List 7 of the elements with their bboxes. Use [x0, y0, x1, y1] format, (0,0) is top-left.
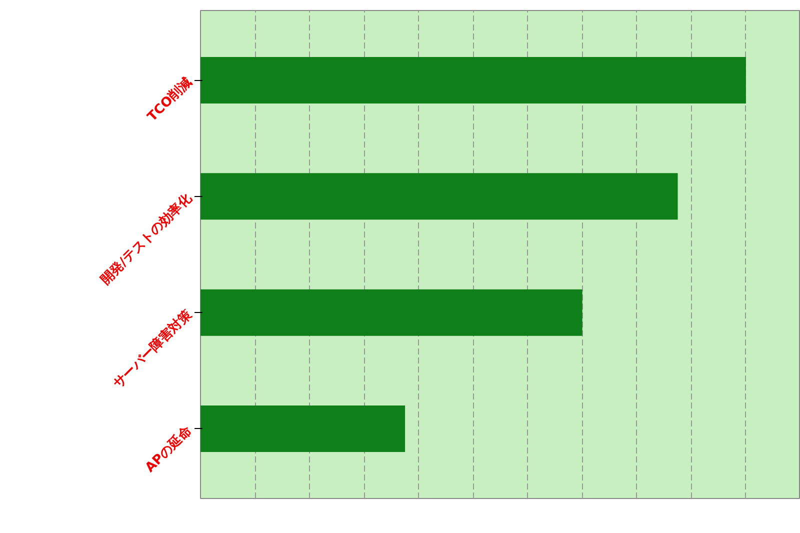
y-tick-label: APの延命: [142, 422, 196, 476]
bar: [200, 406, 406, 452]
y-tick-label: 開発/テストの効率化: [97, 190, 196, 288]
bar: [200, 289, 582, 336]
y-tick-label: サーバー障害対策: [110, 306, 196, 392]
bar: [200, 56, 746, 104]
bar: [200, 173, 678, 220]
